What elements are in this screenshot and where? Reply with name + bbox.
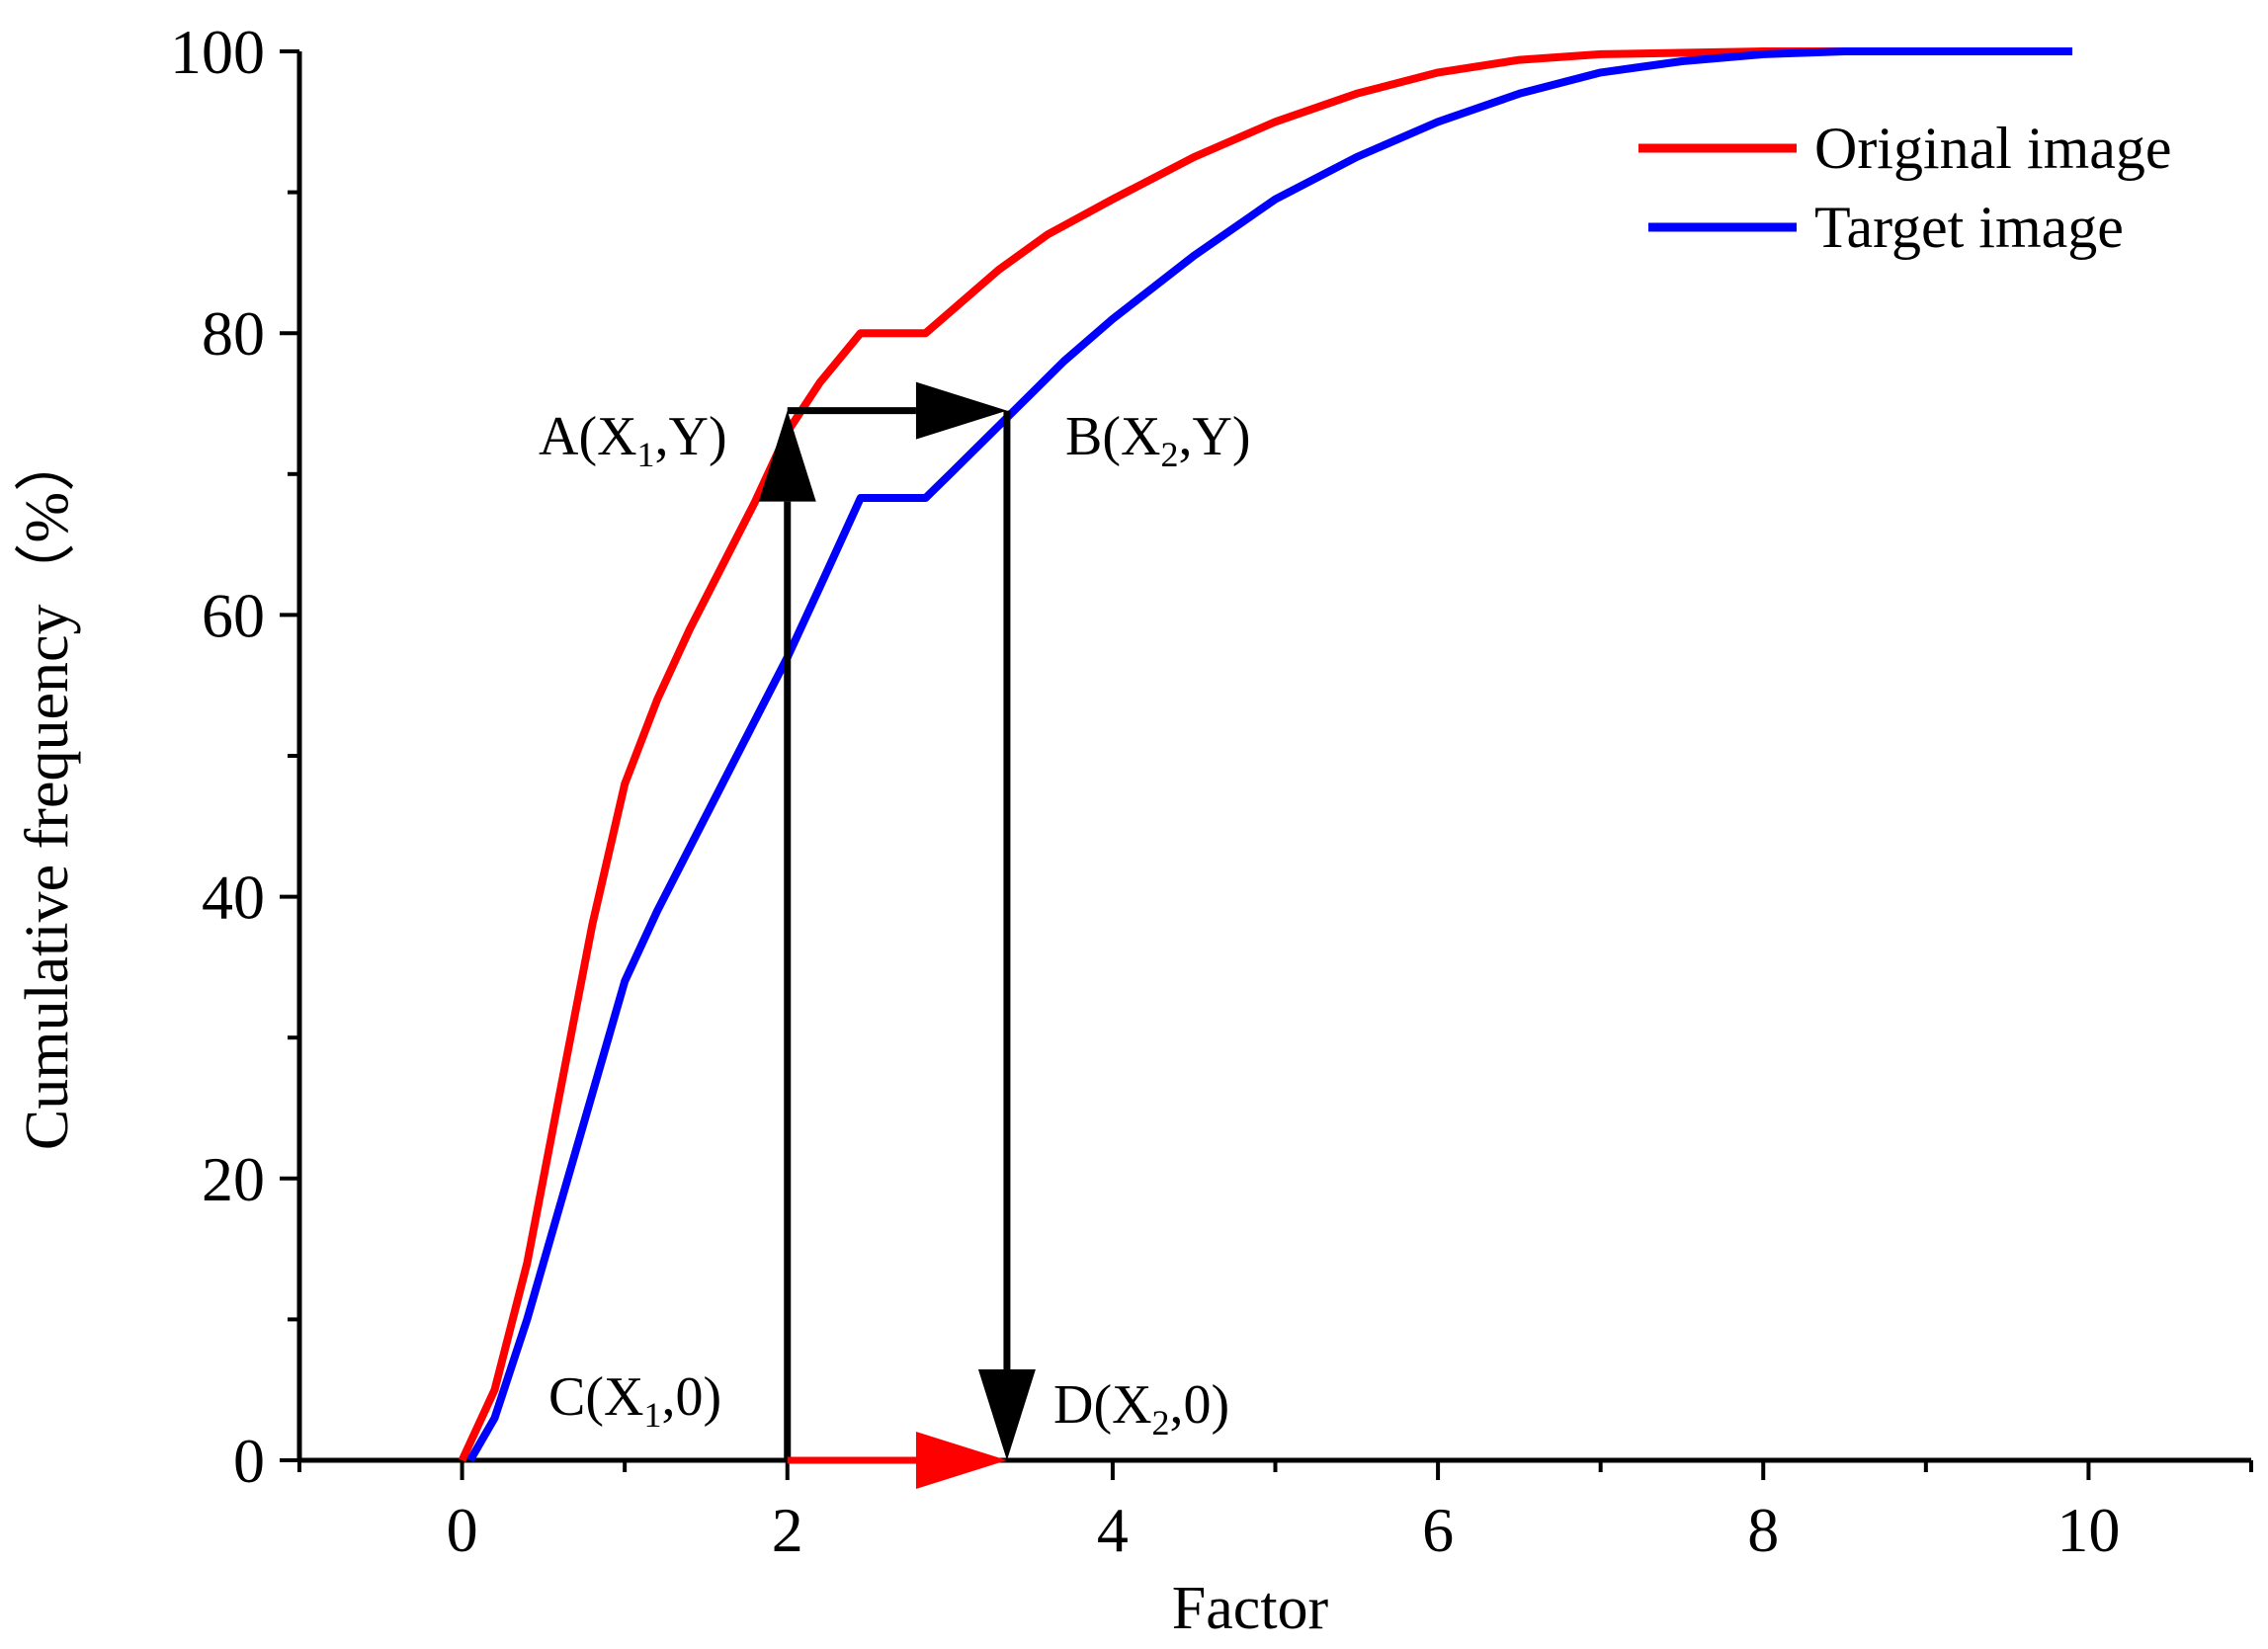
series-layer xyxy=(458,47,2072,1462)
x-tick-label: 0 xyxy=(447,1495,478,1565)
y-tick-label: 40 xyxy=(202,863,265,933)
arrow-layer xyxy=(758,381,1036,1489)
arrow-c-to-a xyxy=(758,410,816,1460)
y-tick-label: 60 xyxy=(202,580,265,650)
y-tick-label: 100 xyxy=(170,17,265,87)
x-tick-label: 10 xyxy=(2057,1495,2120,1565)
y-tick-label: 20 xyxy=(202,1144,265,1214)
legend-label-original: Original image xyxy=(1814,116,2172,181)
plot-frame xyxy=(296,51,2251,1463)
y-axis-ticks: 0 20 40 60 80 100 xyxy=(170,17,299,1496)
point-label-layer: A(X1,Y) B(X2,Y) C(X1,0) D(X2,0) xyxy=(539,406,1251,1443)
x-tick-label: 8 xyxy=(1747,1495,1779,1565)
legend-label-target: Target image xyxy=(1814,195,2124,260)
point-label-c: C(X1,0) xyxy=(548,1366,721,1435)
point-label-a: A(X1,Y) xyxy=(539,406,727,474)
y-axis-title: Cumulative frequency（%） xyxy=(14,431,81,1150)
x-axis-title: Factor xyxy=(1172,1575,1329,1642)
x-tick-label: 6 xyxy=(1422,1495,1454,1565)
point-label-d: D(X2,0) xyxy=(1053,1374,1229,1443)
arrow-b-to-d xyxy=(977,410,1036,1460)
arrow-a-to-b xyxy=(787,381,1007,440)
series-line-original xyxy=(458,47,2072,1462)
arrow-c-to-d xyxy=(787,1432,1007,1489)
x-axis-ticks: 0 2 4 6 8 10 xyxy=(297,1460,2253,1565)
x-tick-label: 2 xyxy=(772,1495,803,1565)
y-tick-label: 0 xyxy=(233,1426,265,1496)
series-line-target xyxy=(466,47,2072,1462)
y-tick-label: 80 xyxy=(202,298,265,369)
legend: Original image Target image xyxy=(1638,116,2172,260)
point-label-b: B(X2,Y) xyxy=(1065,406,1251,474)
x-tick-label: 4 xyxy=(1097,1495,1129,1565)
